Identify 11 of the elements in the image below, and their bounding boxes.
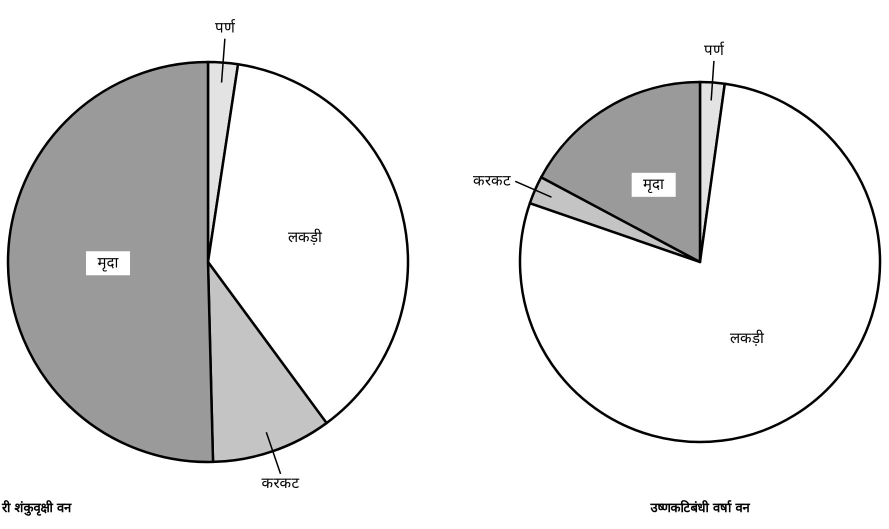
slice-label: करकट (473, 171, 512, 190)
slice-label: मृदा (643, 174, 666, 194)
slice-label: लकड़ी (730, 328, 766, 347)
slice-label: पर्ण (704, 40, 725, 59)
slice-label: लकड़ी (288, 228, 324, 246)
text: री शंकुवृक्षी वन (1, 500, 72, 516)
slice-label: मृदा (98, 253, 120, 272)
pie-slice (519, 82, 882, 444)
slice-label: पर्ण (214, 18, 236, 37)
slice-label: करकट (262, 474, 300, 492)
text: उष्णकटिबंधी वर्षा वन (649, 500, 751, 516)
